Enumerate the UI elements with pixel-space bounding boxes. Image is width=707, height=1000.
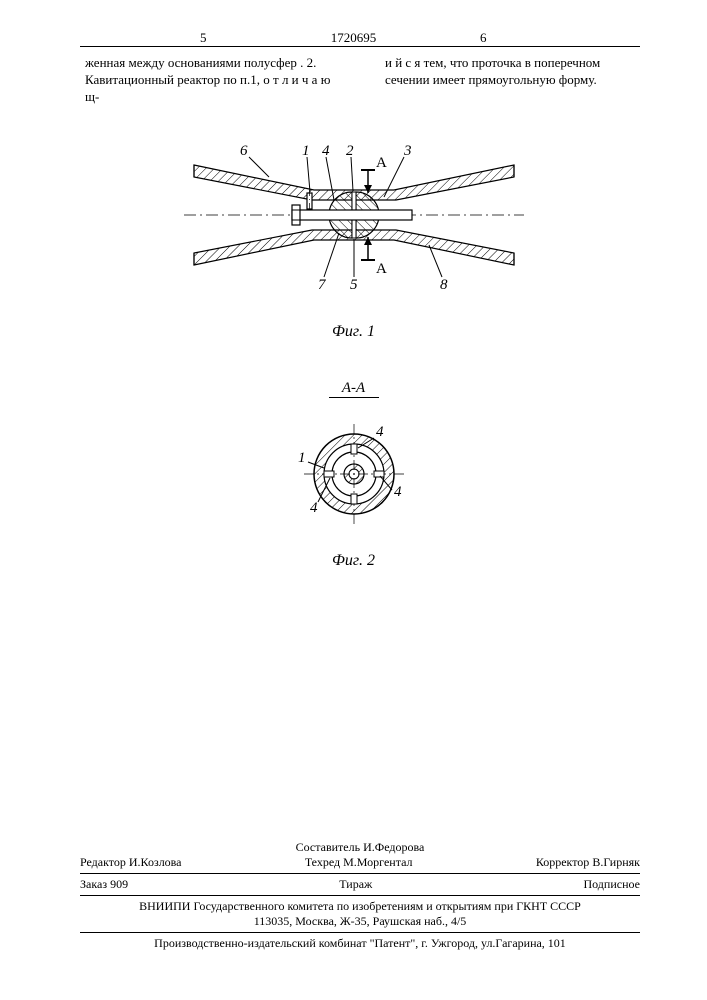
figure-1: A A 6 1 4 2 3 7 5 8 Фиг. 1	[174, 115, 534, 341]
top-rule	[80, 46, 640, 47]
tech-name: М.Моргентал	[343, 855, 412, 869]
press: Производственно-издательский комбинат "П…	[80, 936, 640, 951]
editor-label: Редактор	[80, 855, 126, 869]
section-label-a-top: A	[376, 155, 387, 171]
section-label-a-bot: A	[376, 261, 387, 277]
figure-2-svg: 1 4 4 4	[274, 404, 434, 544]
publisher: ВНИИПИ Государственного комитета по изоб…	[80, 899, 640, 914]
figure-2-section-label: А-А	[329, 380, 379, 398]
figure-1-svg: A A 6 1 4 2 3 7 5 8	[174, 115, 534, 315]
fig1-label-6: 6	[240, 143, 248, 159]
order-num: 909	[110, 877, 128, 891]
publisher-address: 113035, Москва, Ж-35, Раушская наб., 4/5	[80, 914, 640, 929]
fig1-label-8: 8	[440, 277, 448, 293]
claims-left-col: женная между основаниями полусфер . 2. К…	[85, 55, 345, 106]
fig2-label-4b: 4	[394, 484, 402, 500]
colophon: Составитель И.Федорова Редактор И.Козлов…	[80, 840, 640, 951]
tirazh: Тираж	[339, 877, 372, 892]
figure-2: А-А 1 4 4 4 Фиг. 2	[274, 380, 434, 570]
compiler-name: И.Федорова	[363, 840, 424, 854]
order-label: Заказ	[80, 877, 107, 891]
figure-1-caption: Фиг. 1	[174, 323, 534, 341]
figure-2-caption: Фиг. 2	[274, 552, 434, 570]
tech-label: Техред	[305, 855, 340, 869]
fig1-label-7: 7	[318, 277, 327, 293]
editor-name: И.Козлова	[129, 855, 182, 869]
fig2-label-1: 1	[298, 450, 306, 466]
corrector-label: Корректор	[536, 855, 590, 869]
fig2-label-4a: 4	[376, 424, 384, 440]
fig1-label-3: 3	[403, 143, 412, 159]
subscription: Подписное	[583, 877, 640, 892]
fig1-label-2: 2	[346, 143, 354, 159]
claims-right-col: и й с я тем, что проточка в поперечном с…	[385, 55, 645, 89]
compiler-label: Составитель	[296, 840, 360, 854]
corrector-name: В.Гирняк	[592, 855, 640, 869]
fig1-label-5: 5	[350, 277, 358, 293]
fig1-label-1: 1	[302, 143, 310, 159]
fig1-label-4: 4	[322, 143, 330, 159]
doc-number: 1720695	[331, 30, 377, 46]
fig2-label-4c: 4	[310, 500, 318, 516]
page-num-left: 5	[200, 30, 207, 46]
page-num-right: 6	[480, 30, 487, 46]
